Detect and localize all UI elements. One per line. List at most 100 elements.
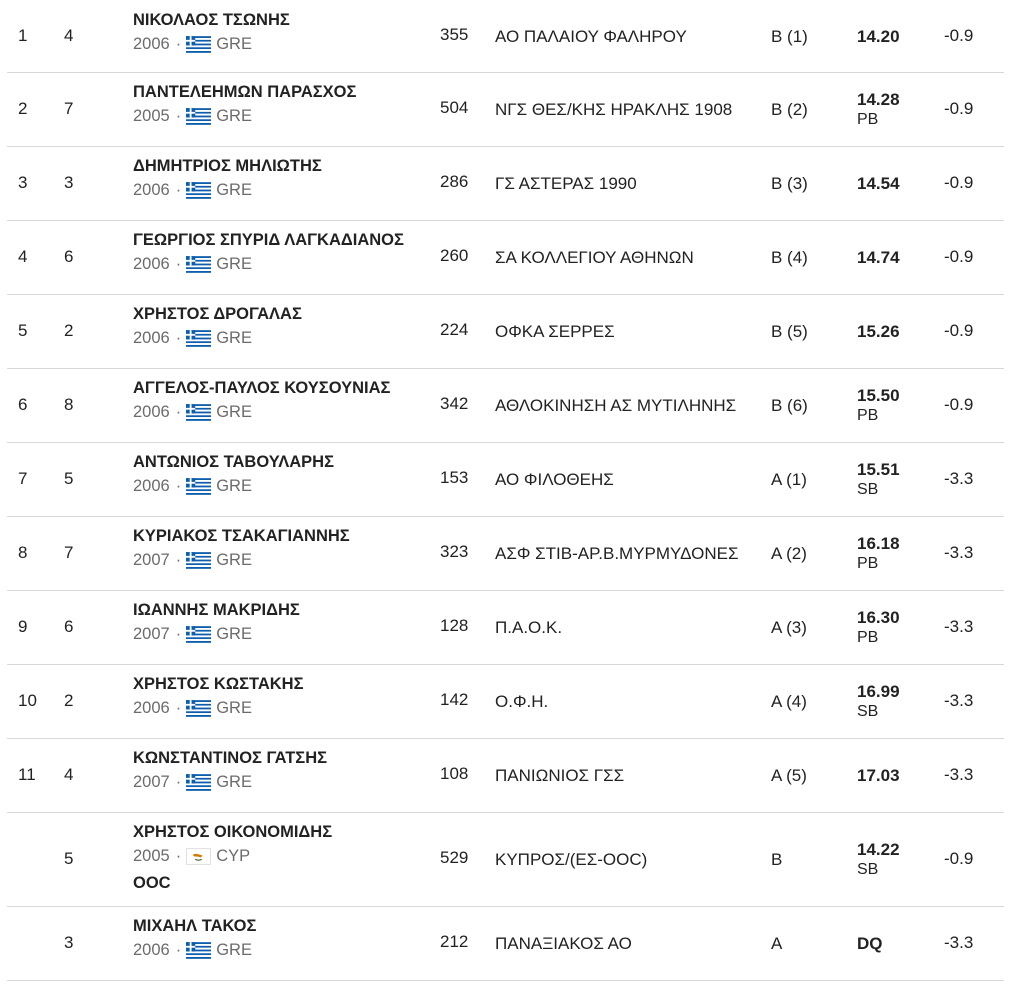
bib-number: 128: [440, 616, 469, 635]
table-row[interactable]: 2 7 ΠΑΝΤΕΛΕΗΜΩΝ ΠΑΡΑΣΧΟΣ 2005 · GRE 504 ΝΓΣ ΘΕΣ…: [7, 72, 1004, 147]
athlete-name-link[interactable]: ΧΡΗΣΤΟΣ ΚΩΣΤΑΚΗΣ: [133, 675, 304, 693]
table-row[interactable]: 3 3 ΔΗΜΗΤΡΙΟΣ ΜΗΛΙΩΤΗΣ 2006 · GRE 286 ΓΣ ΑΣΤΕΡΑ…: [7, 146, 1004, 221]
heat-cell: Β: [771, 850, 783, 869]
record-badge: PB: [857, 555, 879, 572]
separator-dot: ·: [175, 35, 182, 53]
rank-cell: 8: [18, 543, 28, 562]
table-row[interactable]: 1 4 ΝΙΚΟΛΑΟΣ ΤΣΩΝΗΣ 2006 · GRE 355 ΑΟ ΠΑΛΑΙΟΥ Φ…: [7, 0, 1004, 73]
performance-mark: 17.03: [857, 766, 900, 785]
birth-year: 2006: [133, 941, 170, 959]
rank-cell: 9: [18, 617, 28, 636]
table-row[interactable]: 10 2 ΧΡΗΣΤΟΣ ΚΩΣΤΑΚΗΣ 2006 · GRE 142 Ο.Φ.Η. Α (4…: [7, 664, 1004, 739]
athlete-name-link[interactable]: ΚΥΡΙΑΚΟΣ ΤΣΑΚΑΓΙΑΝΝΗΣ: [133, 527, 350, 545]
greece-flag-icon: [186, 107, 212, 125]
athlete-name-link[interactable]: ΓΕΩΡΓΙΟΣ ΣΠΥΡΙΔ ΛΑΓΚΑΔΙΑΝΟΣ: [133, 231, 404, 249]
wind-cell: -0.9: [944, 395, 974, 414]
athlete-name-link[interactable]: ΠΑΝΤΕΛΕΗΜΩΝ ΠΑΡΑΣΧΟΣ: [133, 83, 357, 101]
lane-cell: 2: [64, 691, 74, 710]
lane-cell: 4: [64, 765, 74, 784]
athlete-name-link[interactable]: ΙΩΑΝΝΗΣ ΜΑΚΡΙΔΗΣ: [133, 601, 300, 619]
heat-cell: Β (2): [771, 100, 808, 119]
birth-year: 2007: [133, 625, 170, 643]
athlete-name-link[interactable]: ΑΝΤΩΝΙΟΣ ΤΑΒΟΥΛΑΡΗΣ: [133, 453, 334, 471]
athlete-name-link[interactable]: ΚΩΝΣΤΑΝΤΙΝΟΣ ΓΑΤΣΗΣ: [133, 749, 328, 767]
birth-year: 2006: [133, 35, 170, 53]
birth-year: 2006: [133, 477, 170, 495]
bib-number: 260: [440, 246, 469, 265]
rank-cell: 7: [18, 469, 28, 488]
bib-number: 212: [440, 932, 469, 951]
athlete-name-link[interactable]: ΜΙΧΑΗΛ ΤΑΚΟΣ: [133, 917, 257, 935]
record-badge: SB: [857, 861, 879, 878]
record-badge: PB: [857, 111, 879, 128]
wind-cell: -0.9: [944, 99, 974, 118]
birth-year: 2006: [133, 255, 170, 273]
club-name: ΝΓΣ ΘΕΣ/ΚΗΣ ΗΡΑΚΛΗΣ 1908: [495, 100, 733, 119]
table-row[interactable]: 4 6 ΓΕΩΡΓΙΟΣ ΣΠΥΡΙΔ ΛΑΓΚΑΔΙΑΝΟΣ 2006 · GRE 260…: [7, 220, 1004, 295]
bib-number: 142: [440, 690, 469, 709]
record-badge: SB: [857, 481, 879, 498]
athlete-name-link[interactable]: ΔΗΜΗΤΡΙΟΣ ΜΗΛΙΩΤΗΣ: [133, 157, 322, 175]
athlete-name-link[interactable]: ΝΙΚΟΛΑΟΣ ΤΣΩΝΗΣ: [133, 11, 290, 29]
birth-year: 2006: [133, 181, 170, 199]
lane-cell: 8: [64, 395, 74, 414]
country-code: GRE: [216, 35, 252, 53]
heat-cell: Β (1): [771, 27, 808, 46]
country-code: GRE: [216, 551, 252, 569]
cyprus-flag-icon: [186, 847, 212, 865]
bib-number: 153: [440, 468, 469, 487]
heat-cell: Β (5): [771, 322, 808, 341]
heat-cell: Α (3): [771, 618, 807, 637]
wind-cell: -3.3: [944, 617, 974, 636]
athlete-meta: 2006 · GRE: [133, 328, 252, 348]
rank-cell: 11: [18, 765, 36, 784]
athlete-meta: 2006 · GRE: [133, 940, 252, 960]
athlete-meta: 2006 · GRE: [133, 476, 252, 496]
athlete-name-link[interactable]: ΧΡΗΣΤΟΣ ΔΡΟΓΑΛΑΣ: [133, 305, 302, 323]
wind-cell: -0.9: [944, 173, 974, 192]
separator-dot: ·: [175, 773, 182, 791]
status-note: OOC: [133, 874, 171, 892]
athlete-meta: 2005 · CYP: [133, 846, 250, 866]
wind-cell: -0.9: [944, 247, 974, 266]
wind-cell: -3.3: [944, 543, 974, 562]
table-row[interactable]: 9 6 ΙΩΑΝΝΗΣ ΜΑΚΡΙΔΗΣ 2007 · GRE 128 Π.Α.Ο.Κ. Α (…: [7, 590, 1004, 665]
club-name: ΑΟ ΦΙΛΟΘΕΗΣ: [495, 470, 614, 489]
athlete-meta: 2006 · GRE: [133, 402, 252, 422]
athlete-name-link[interactable]: ΑΓΓΕΛΟΣ-ΠΑΥΛΟΣ ΚΟΥΣΟΥΝΙΑΣ: [133, 379, 391, 397]
country-code: GRE: [216, 477, 252, 495]
record-badge: PB: [857, 629, 879, 646]
club-name: ΠΑΝΑΞΙΑΚΟΣ ΑΟ: [495, 934, 632, 953]
athlete-meta: 2006 · GRE: [133, 180, 252, 200]
country-code: GRE: [216, 941, 252, 959]
athlete-name-link[interactable]: ΧΡΗΣΤΟΣ ΟΙΚΟΝΟΜΙΔΗΣ: [133, 823, 333, 841]
heat-cell: Β (3): [771, 174, 808, 193]
table-row[interactable]: 11 4 ΚΩΝΣΤΑΝΤΙΝΟΣ ΓΑΤΣΗΣ 2007 · GRE 108 ΠΑΝΙΩΝΙ…: [7, 738, 1004, 813]
performance-mark: 15.26: [857, 322, 900, 341]
performance-mark: 14.28: [857, 90, 900, 109]
greece-flag-icon: [186, 255, 212, 273]
lane-cell: 5: [64, 849, 74, 868]
bib-number: 355: [440, 25, 469, 44]
wind-cell: -0.9: [944, 26, 974, 45]
separator-dot: ·: [175, 329, 182, 347]
table-row[interactable]: 5 2 ΧΡΗΣΤΟΣ ΔΡΟΓΑΛΑΣ 2006 · GRE 224 ΟΦΚΑ ΣΕΡΡΕΣ…: [7, 294, 1004, 369]
heat-cell: Β (6): [771, 396, 808, 415]
table-row[interactable]: 8 7 ΚΥΡΙΑΚΟΣ ΤΣΑΚΑΓΙΑΝΝΗΣ 2007 · GRE 323 ΑΣΦ ΣΤ…: [7, 516, 1004, 591]
rank-cell: 3: [18, 173, 28, 192]
greece-flag-icon: [186, 699, 212, 717]
wind-cell: -3.3: [944, 765, 974, 784]
heat-cell: Α (1): [771, 470, 807, 489]
lane-cell: 4: [64, 26, 74, 45]
rank-cell: 1: [18, 26, 28, 45]
lane-cell: 3: [64, 173, 74, 192]
separator-dot: ·: [175, 255, 182, 273]
country-code: CYP: [216, 847, 251, 865]
table-row[interactable]: 3 ΜΙΧΑΗΛ ΤΑΚΟΣ 2006 · GRE 212 ΠΑΝΑΞΙΑΚΟΣ ΑΟ Α DQ…: [7, 906, 1004, 981]
table-row[interactable]: 7 5 ΑΝΤΩΝΙΟΣ ΤΑΒΟΥΛΑΡΗΣ 2006 · GRE 153 ΑΟ ΦΙΛΟΘ…: [7, 442, 1004, 517]
table-row[interactable]: 5 ΧΡΗΣΤΟΣ ΟΙΚΟΝΟΜΙΔΗΣ 2005 · CYP OOC 529 ΚΥΠΡΟΣ…: [7, 812, 1004, 907]
table-row[interactable]: 6 8 ΑΓΓΕΛΟΣ-ΠΑΥΛΟΣ ΚΟΥΣΟΥΝΙΑΣ 2006 · GRE 342 ΑΘ…: [7, 368, 1004, 443]
bib-number: 504: [440, 98, 469, 117]
country-code: GRE: [216, 181, 252, 199]
club-name: ΠΑΝΙΩΝΙΟΣ ΓΣΣ: [495, 766, 625, 785]
